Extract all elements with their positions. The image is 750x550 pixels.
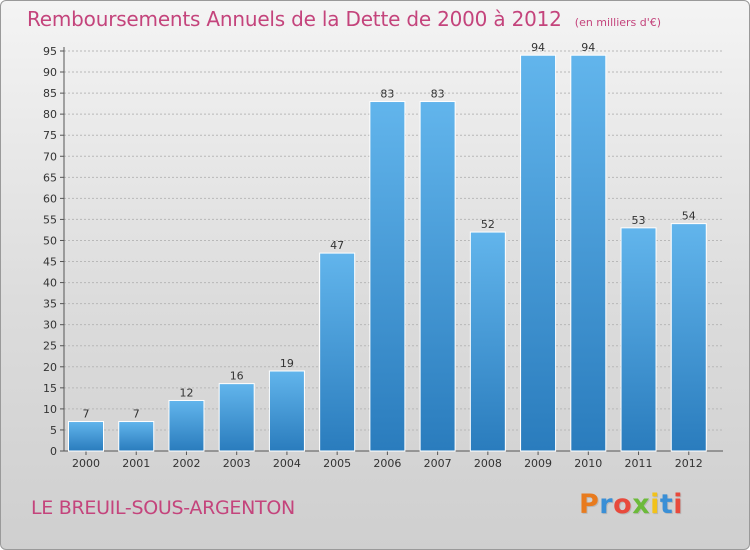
- x-tick-label-2001: 2001: [122, 457, 150, 470]
- bar-2012: [670, 223, 707, 452]
- bar-2003: [218, 383, 255, 452]
- data-label-2009: 94: [531, 41, 545, 54]
- y-tick-label: 60: [43, 192, 57, 205]
- y-tick-label: 5: [50, 424, 57, 437]
- proxiti-logo: Proxiti: [579, 489, 683, 520]
- chart-title: Remboursements Annuels de la Dette de 20…: [27, 7, 562, 31]
- y-tick-label: 10: [43, 403, 57, 416]
- bar-2006: [369, 101, 406, 452]
- bar-2002: [168, 399, 205, 452]
- x-tick-label-2008: 2008: [474, 457, 502, 470]
- y-tick-label: 95: [43, 45, 57, 58]
- data-label-2006: 83: [380, 88, 394, 101]
- x-tick-label-2003: 2003: [223, 457, 251, 470]
- bar-2011: [620, 227, 657, 452]
- bar-2009: [520, 54, 557, 452]
- data-label-2001: 7: [133, 408, 140, 421]
- y-tick-label: 85: [43, 87, 57, 100]
- y-tick-label: 65: [43, 171, 57, 184]
- x-tick-label-2000: 2000: [72, 457, 100, 470]
- chart-units: (en milliers d'€): [574, 16, 662, 29]
- logo-letter: o: [613, 489, 633, 520]
- logo-letter: x: [632, 489, 651, 520]
- logo-letter: r: [599, 489, 614, 520]
- logo-letter: i: [650, 489, 660, 520]
- y-tick-label: 15: [43, 382, 57, 395]
- y-tick-label: 45: [43, 256, 57, 269]
- y-tick-label: 40: [43, 277, 57, 290]
- data-label-2004: 19: [280, 357, 294, 370]
- logo-letter: P: [579, 489, 600, 520]
- data-label-2010: 94: [581, 41, 595, 54]
- data-label-2000: 7: [83, 408, 90, 421]
- x-tick-label-2011: 2011: [625, 457, 653, 470]
- bar-2007: [419, 101, 456, 452]
- bar-2000: [68, 421, 104, 452]
- y-tick-label: 50: [43, 234, 57, 247]
- x-tick-label-2007: 2007: [424, 457, 452, 470]
- data-label-2012: 54: [682, 210, 696, 223]
- data-label-2008: 52: [481, 218, 495, 231]
- data-label-2005: 47: [330, 239, 344, 252]
- y-tick-label: 90: [43, 66, 57, 79]
- bars-layer: [68, 54, 707, 452]
- x-tick-label-2009: 2009: [524, 457, 552, 470]
- x-tick-label-2005: 2005: [323, 457, 351, 470]
- bar-2004: [268, 370, 305, 452]
- y-tick-label: 75: [43, 129, 57, 142]
- bar-2005: [319, 252, 356, 452]
- commune-name: LE BREUIL-SOUS-ARGENTON: [31, 497, 295, 519]
- bar-2001: [118, 421, 155, 452]
- data-labels-layer: 7 7 12 16 19 47 83 83 52 94 94 53 54: [83, 41, 696, 420]
- y-tick-label: 0: [50, 445, 57, 458]
- y-tick-label: 30: [43, 319, 57, 332]
- data-label-2003: 16: [230, 370, 244, 383]
- x-tick-label-2006: 2006: [373, 457, 401, 470]
- y-tick-label: 25: [43, 340, 57, 353]
- x-tick-label-2004: 2004: [273, 457, 301, 470]
- bar-2010: [570, 54, 607, 452]
- y-tick-label: 20: [43, 361, 57, 374]
- logo-letter: t: [659, 489, 674, 520]
- x-tick-label-2012: 2012: [675, 457, 703, 470]
- x-tick-label-2010: 2010: [574, 457, 602, 470]
- data-label-2011: 53: [632, 214, 646, 227]
- y-tick-label: 35: [43, 298, 57, 311]
- logo-letter: i: [673, 489, 684, 520]
- data-label-2002: 12: [179, 386, 193, 399]
- title-row: Remboursements Annuels de la Dette de 20…: [27, 7, 661, 31]
- y-tick-label: 80: [43, 108, 57, 121]
- bar-2008: [469, 231, 506, 452]
- x-tick-label-2002: 2002: [172, 457, 200, 470]
- data-label-2007: 83: [431, 88, 445, 101]
- y-tick-label: 70: [43, 150, 57, 163]
- y-tick-label: 55: [43, 213, 57, 226]
